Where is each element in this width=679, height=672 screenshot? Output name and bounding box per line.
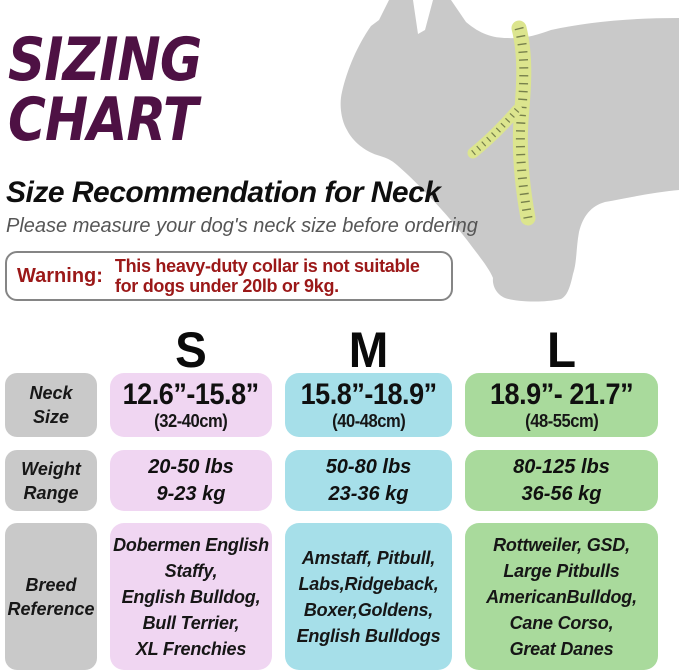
neck-inches-s: 12.6”-15.8”	[122, 378, 260, 411]
breed-text-s: Dobermen English Staffy, English Bulldog…	[113, 534, 269, 659]
breed-text-m: Amstaff, Pitbull, Labs,Ridgeback, Boxer,…	[296, 547, 441, 646]
measuring-tape-branch	[467, 104, 523, 159]
breed-cell-s: Dobermen English Staffy, English Bulldog…	[110, 523, 272, 670]
breed-reference-row: Breed Reference Dobermen English Staffy,…	[5, 523, 663, 670]
weight-text-l: 80-125 lbs 36-56 kg	[513, 455, 610, 505]
warning-text: This heavy-duty collar is not suitable f…	[114, 256, 420, 296]
breed-text-l: Rottweiler, GSD, Large Pitbulls American…	[486, 534, 637, 659]
neck-size-row: Neck Size 12.6”-15.8” (32-40cm) 15.8”-18…	[5, 373, 663, 437]
weight-range-row: Weight Range 20-50 lbs 9-23 kg 50-80 lbs…	[5, 450, 663, 511]
neck-inches-l: 18.9”- 21.7”	[489, 378, 634, 411]
row-label-breed-reference: Breed Reference	[5, 523, 97, 670]
page-title: SIZING CHART	[8, 25, 202, 155]
neck-cm-l: (48-55cm)	[524, 411, 599, 431]
column-header-m: M	[348, 322, 389, 378]
size-header-row: S M L	[5, 322, 663, 378]
breed-cell-l: Rottweiler, GSD, Large Pitbulls American…	[465, 523, 658, 670]
weight-text-s: 20-50 lbs 9-23 kg	[148, 455, 234, 505]
weight-cell-m: 50-80 lbs 23-36 kg	[285, 450, 452, 511]
column-header-l: L	[546, 322, 577, 378]
breed-cell-m: Amstaff, Pitbull, Labs,Ridgeback, Boxer,…	[285, 523, 452, 670]
neck-size-cell-s: 12.6”-15.8” (32-40cm)	[110, 373, 272, 437]
measuring-tape	[511, 20, 536, 226]
warning-label: Warning:	[17, 264, 103, 287]
dog-silhouette-illustration	[340, 0, 679, 302]
column-header-s: S	[175, 322, 207, 378]
weight-cell-s: 20-50 lbs 9-23 kg	[110, 450, 272, 511]
weight-cell-l: 80-125 lbs 36-56 kg	[465, 450, 658, 511]
measure-note: Please measure your dog's neck size befo…	[6, 215, 478, 237]
neck-inches-m: 15.8”-18.9”	[300, 378, 437, 411]
warning-box: Warning: This heavy-duty collar is not s…	[5, 251, 453, 301]
page-subtitle: Size Recommendation for Neck	[6, 176, 441, 209]
row-label-neck-size: Neck Size	[5, 373, 97, 437]
dog-silhouette	[340, 0, 679, 302]
weight-text-m: 50-80 lbs 23-36 kg	[325, 455, 412, 505]
neck-size-cell-m: 15.8”-18.9” (40-48cm)	[285, 373, 452, 437]
row-label-weight-range: Weight Range	[5, 450, 97, 511]
neck-cm-s: (32-40cm)	[154, 411, 228, 431]
neck-size-cell-l: 18.9”- 21.7” (48-55cm)	[465, 373, 658, 437]
neck-cm-m: (40-48cm)	[331, 411, 406, 431]
